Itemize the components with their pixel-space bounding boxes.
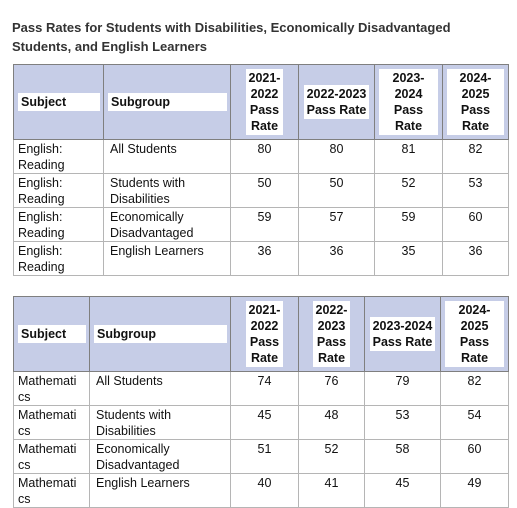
subgroup-header: Subgroup xyxy=(89,296,231,372)
rate-2022-2023-cell: 57 xyxy=(298,207,375,242)
rate-2023-2024-cell: 58 xyxy=(364,439,441,474)
document-title: Pass Rates for Students with Disabilitie… xyxy=(12,20,451,54)
subject-header: Subject xyxy=(13,296,90,372)
table-row: Mathemati cs All Students 74 76 79 82 xyxy=(13,371,509,406)
table-header-row: Subject Subgroup 2021- 2022 Pass Rate 20… xyxy=(13,64,509,140)
rate-2023-2024-cell: 81 xyxy=(374,139,443,174)
rate-2021-2022-cell: 36 xyxy=(230,241,299,276)
mathematics-pass-rates-table: Subject Subgroup 2021- 2022 Pass Rate 20… xyxy=(13,296,509,508)
subgroup-cell: English Learners xyxy=(103,241,231,276)
rate-2024-2025-cell: 82 xyxy=(442,139,509,174)
subject-cell: English: Reading xyxy=(13,173,104,208)
year-2022-2023-header: 2022-2023 Pass Rate xyxy=(298,64,375,140)
rate-2022-2023-cell: 76 xyxy=(298,371,365,406)
rate-2021-2022-cell: 45 xyxy=(230,405,299,440)
year-2023-2024-header: 2023-2024 Pass Rate xyxy=(374,64,443,140)
rate-2022-2023-cell: 50 xyxy=(298,173,375,208)
table-row: Mathemati cs Students with Disabilities 45… xyxy=(13,405,509,440)
subgroup-cell: Students with Disabilities xyxy=(103,173,231,208)
rate-2024-2025-cell: 82 xyxy=(440,371,509,406)
rate-2022-2023-cell: 80 xyxy=(298,139,375,174)
rate-2021-2022-cell: 59 xyxy=(230,207,299,242)
rate-2024-2025-cell: 60 xyxy=(442,207,509,242)
rate-2024-2025-cell: 60 xyxy=(440,439,509,474)
table-row: English: Reading English Learners 36 36 35 36 xyxy=(13,241,509,276)
table-row: Mathemati cs English Learners 40 41 45 49 xyxy=(13,473,509,508)
rate-2022-2023-cell: 48 xyxy=(298,405,365,440)
rate-2024-2025-cell: 53 xyxy=(442,173,509,208)
rate-2023-2024-cell: 45 xyxy=(364,473,441,508)
subgroup-cell: Economically Disadvantaged xyxy=(89,439,231,474)
table-row: English: Reading Economically Disadvantag… xyxy=(13,207,509,242)
table-row: Mathemati cs Economically Disadvantaged 51… xyxy=(13,439,509,474)
subject-cell: Mathemati cs xyxy=(13,405,90,440)
year-2024-2025-header: 2024-2025 Pass Rate xyxy=(440,296,509,372)
rate-2022-2023-cell: 36 xyxy=(298,241,375,276)
subgroup-cell: All Students xyxy=(103,139,231,174)
year-2021-2022-header: 2021- 2022 Pass Rate xyxy=(230,296,299,372)
year-2024-2025-header: 2024-2025 Pass Rate xyxy=(442,64,509,140)
rate-2024-2025-cell: 49 xyxy=(440,473,509,508)
rate-2023-2024-cell: 59 xyxy=(374,207,443,242)
subject-cell: English: Reading xyxy=(13,241,104,276)
rate-2022-2023-cell: 52 xyxy=(298,439,365,474)
year-2022-2023-header: 2022- 2023 Pass Rate xyxy=(298,296,365,372)
table-row: English: Reading Students with Disabiliti… xyxy=(13,173,509,208)
rate-2022-2023-cell: 41 xyxy=(298,473,365,508)
subgroup-cell: All Students xyxy=(89,371,231,406)
rate-2021-2022-cell: 80 xyxy=(230,139,299,174)
subject-cell: Mathemati cs xyxy=(13,439,90,474)
rate-2024-2025-cell: 54 xyxy=(440,405,509,440)
subject-cell: English: Reading xyxy=(13,207,104,242)
subject-cell: Mathemati cs xyxy=(13,473,90,508)
rate-2021-2022-cell: 51 xyxy=(230,439,299,474)
year-2021-2022-header: 2021- 2022 Pass Rate xyxy=(230,64,299,140)
rate-2023-2024-cell: 35 xyxy=(374,241,443,276)
rate-2021-2022-cell: 40 xyxy=(230,473,299,508)
subgroup-header: Subgroup xyxy=(103,64,231,140)
rate-2023-2024-cell: 52 xyxy=(374,173,443,208)
subgroup-cell: English Learners xyxy=(89,473,231,508)
english-reading-pass-rates-table: Subject Subgroup 2021- 2022 Pass Rate 20… xyxy=(13,64,509,276)
subgroup-cell: Students with Disabilities xyxy=(89,405,231,440)
table-header-row: Subject Subgroup 2021- 2022 Pass Rate 20… xyxy=(13,296,509,372)
rate-2024-2025-cell: 36 xyxy=(442,241,509,276)
subgroup-cell: Economically Disadvantaged xyxy=(103,207,231,242)
subject-cell: Mathemati cs xyxy=(13,371,90,406)
rate-2021-2022-cell: 74 xyxy=(230,371,299,406)
subject-cell: English: Reading xyxy=(13,139,104,174)
rate-2021-2022-cell: 50 xyxy=(230,173,299,208)
rate-2023-2024-cell: 53 xyxy=(364,405,441,440)
subject-header: Subject xyxy=(13,64,104,140)
year-2023-2024-header: 2023-2024 Pass Rate xyxy=(364,296,441,372)
rate-2023-2024-cell: 79 xyxy=(364,371,441,406)
table-row: English: Reading All Students 80 80 81 82 xyxy=(13,139,509,174)
